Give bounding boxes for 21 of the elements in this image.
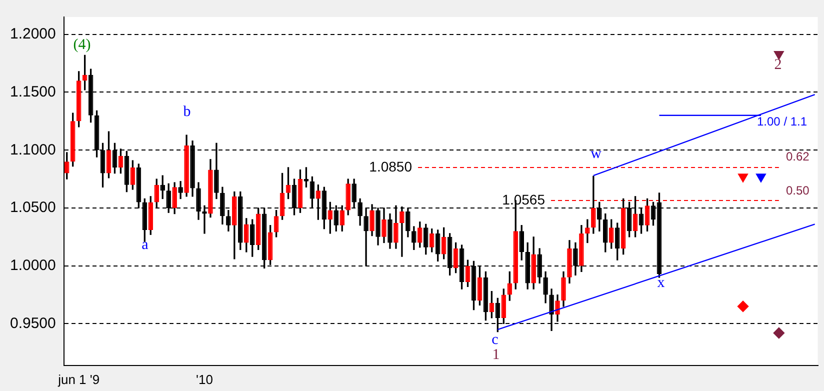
y-tick-label: 1.0000	[10, 257, 56, 274]
annotation: c	[492, 332, 499, 348]
x-tick-label: jun 1 '9	[57, 372, 100, 387]
annotation: b	[183, 104, 191, 120]
annotation: 0.62	[786, 149, 810, 164]
y-tick-label: 1.2000	[10, 26, 56, 43]
annotation: a	[142, 236, 149, 253]
annotation: 0.50	[786, 183, 810, 198]
y-tick-label: 1.1000	[10, 141, 56, 158]
ref-line-label: 1.0565	[502, 191, 546, 208]
y-tick-label: 0.9500	[10, 314, 56, 332]
annotation: 1	[492, 346, 500, 363]
annotation: w	[590, 146, 602, 162]
y-tick-label: 1.0500	[10, 199, 56, 216]
x-tick-label: '10	[196, 372, 213, 387]
annotation: x	[657, 274, 666, 291]
annotation: 1.00 / 1.1	[757, 114, 808, 128]
ref-line-label: 1.0850	[369, 158, 412, 174]
annotation: (4)	[73, 36, 91, 53]
y-tick-label: 1.1500	[10, 83, 56, 100]
annotation: 2	[774, 56, 782, 73]
